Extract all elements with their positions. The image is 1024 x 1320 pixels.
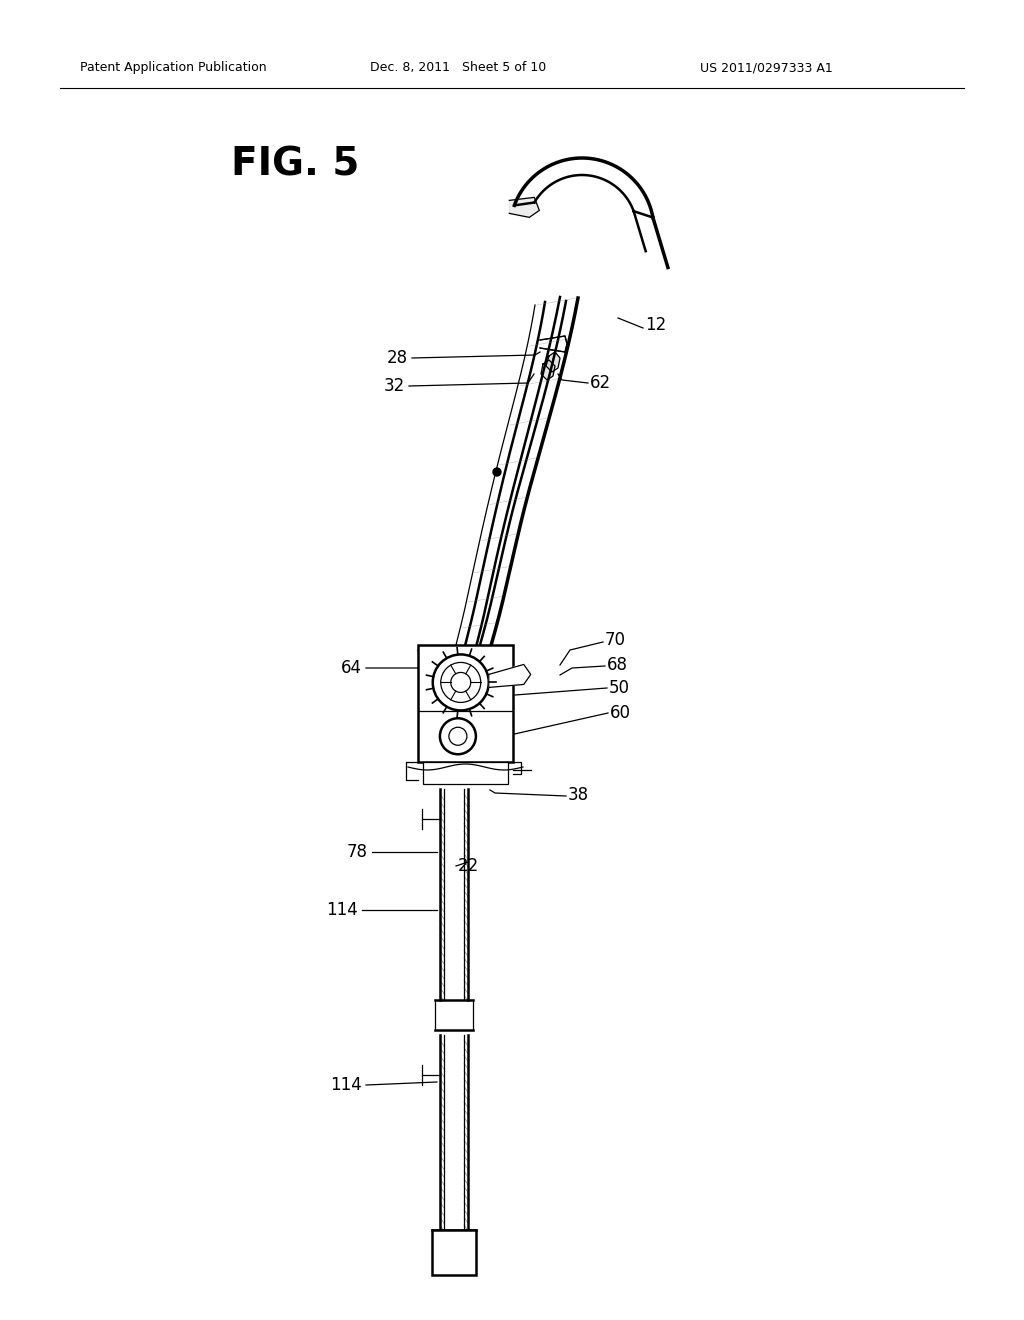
Polygon shape [488, 664, 530, 688]
Bar [418, 645, 513, 762]
Circle shape [440, 718, 476, 754]
Text: 12: 12 [645, 315, 667, 334]
Text: 70: 70 [605, 631, 626, 649]
Text: 114: 114 [327, 902, 358, 919]
Text: 22: 22 [458, 857, 479, 875]
Circle shape [449, 727, 467, 746]
Text: 50: 50 [609, 678, 630, 697]
Text: 28: 28 [387, 348, 408, 367]
Text: 68: 68 [607, 656, 628, 675]
Text: Patent Application Publication: Patent Application Publication [80, 62, 266, 74]
Circle shape [493, 469, 501, 477]
Text: 38: 38 [568, 785, 589, 804]
Text: 114: 114 [331, 1076, 362, 1094]
Text: US 2011/0297333 A1: US 2011/0297333 A1 [700, 62, 833, 74]
Circle shape [451, 672, 471, 693]
Circle shape [440, 663, 480, 702]
Polygon shape [541, 360, 555, 380]
Polygon shape [546, 352, 560, 372]
Polygon shape [540, 337, 567, 352]
Text: Dec. 8, 2011   Sheet 5 of 10: Dec. 8, 2011 Sheet 5 of 10 [370, 62, 546, 74]
Text: 64: 64 [341, 659, 362, 677]
Text: 78: 78 [347, 843, 368, 861]
Text: FIG. 5: FIG. 5 [230, 147, 359, 183]
Polygon shape [509, 198, 540, 218]
Bar [432, 1230, 476, 1275]
Bar [423, 762, 508, 784]
Circle shape [433, 655, 488, 710]
Text: 60: 60 [610, 704, 631, 722]
Text: 32: 32 [384, 378, 406, 395]
Text: 62: 62 [590, 374, 611, 392]
